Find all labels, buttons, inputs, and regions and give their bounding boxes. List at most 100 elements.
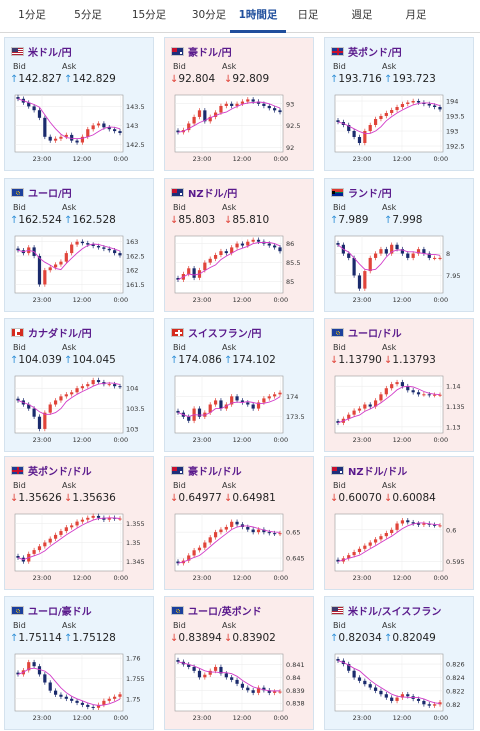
rate-card[interactable]: スイスフラン/円 Bid Ask ↑174.086 ↑174.102 174 173.5 23…	[164, 318, 314, 452]
candle-body	[43, 542, 47, 547]
candle-body	[256, 402, 261, 409]
pair-name[interactable]: NZドル/円	[188, 188, 238, 200]
pair-name[interactable]: ユーロ/円	[28, 188, 72, 200]
pair-name[interactable]: 英ポンド/ドル	[28, 466, 92, 478]
ask-value: 1.75128	[72, 632, 116, 644]
candlestick-chart[interactable]: 8 7.95 23:00 12:00 0:00	[333, 233, 471, 305]
tab-15分足[interactable]: 15分足	[131, 9, 167, 21]
candlestick-chart[interactable]: 0.65 0.645 23:00 12:00 0:00	[173, 511, 311, 583]
candlestick-chart[interactable]: 0.6 0.595 23:00 12:00 0:00	[333, 511, 471, 583]
pair-name[interactable]: 豪ドル/ドル	[188, 466, 242, 478]
moving-average-line	[177, 661, 281, 692]
pair-header[interactable]: ユーロ/円	[11, 185, 72, 200]
bid-value: 0.83894	[178, 632, 222, 644]
candlestick-chart[interactable]: 1.14 1.135 1.13 23:00 12:00 0:00	[333, 373, 471, 445]
candlestick-chart[interactable]: 86 85.5 85 23:00 12:00 0:00	[173, 233, 311, 305]
candle-body	[27, 404, 31, 409]
rate-card[interactable]: カナダドル/円 Bid Ask ↑104.039 ↑104.045 104 103.5 103…	[4, 318, 154, 452]
tab-1時間足[interactable]: 1時間足	[230, 0, 286, 33]
candle-body	[107, 698, 111, 701]
pair-header[interactable]: カナダドル/円	[11, 325, 92, 340]
x-tick-label: 12:00	[393, 436, 412, 444]
rate-card[interactable]: 英ポンド/ドル Bid Ask ↓1.35626 ↓1.35636 1.355 1.35 1.…	[4, 456, 154, 590]
tab-30分足[interactable]: 30分足	[191, 9, 227, 21]
pair-header[interactable]: ユーロ/ドル	[331, 325, 402, 340]
y-tick-label: 103	[126, 425, 138, 433]
rate-card[interactable]: 米ドル/スイスフラン Bid Ask ↑0.82034 ↑0.82049 0.826 0.8…	[324, 596, 474, 730]
candle-body	[357, 548, 362, 552]
candle-body	[27, 102, 31, 107]
candlestick-chart[interactable]: 0.826 0.824 0.822 0.82 23:00 12:00 0:00	[333, 651, 471, 723]
candle-body	[352, 131, 356, 137]
pair-name[interactable]: ユーロ/英ポンド	[188, 606, 262, 618]
ask-value: 0.82049	[392, 632, 436, 644]
candlestick-chart[interactable]: 174 173.5 23:00 12:00 0:00	[173, 373, 311, 445]
au-flag-icon	[171, 465, 184, 475]
pair-header[interactable]: ランド/円	[331, 185, 392, 200]
rate-card[interactable]: 米ドル/円 Bid Ask ↑142.827 ↑142.829 143.5 143 142.5…	[4, 37, 154, 171]
candle-body	[336, 559, 340, 562]
pair-header[interactable]: 米ドル/スイスフラン	[331, 603, 442, 618]
pair-header[interactable]: スイスフラン/円	[171, 325, 262, 340]
rate-card[interactable]: ユーロ/円 Bid Ask ↑162.524 ↑162.528 163 162.5 162 16…	[4, 178, 154, 312]
bid-price: ↑7.989	[330, 214, 368, 226]
candlestick-chart[interactable]: 1.355 1.35 1.345 23:00 12:00 0:00	[13, 511, 151, 583]
pair-header[interactable]: NZドル/円	[171, 185, 238, 200]
candlestick-chart[interactable]: 93 92.5 92 23:00 12:00 0:00	[173, 92, 311, 164]
pair-header[interactable]: 豪ドル/円	[171, 44, 232, 59]
pair-header[interactable]: NZドル/ドル	[331, 463, 408, 478]
candlestick-chart[interactable]: 163 162.5 162 161.5 23:00 12:00 0:00	[13, 233, 151, 305]
pair-header[interactable]: 英ポンド/ドル	[11, 463, 92, 478]
tab-週足[interactable]: 週足	[351, 9, 373, 21]
pair-name[interactable]: NZドル/ドル	[348, 466, 408, 478]
candle-body	[246, 526, 250, 530]
pair-name[interactable]: 英ポンド/円	[348, 47, 402, 59]
pair-header[interactable]: 英ポンド/円	[331, 44, 402, 59]
rate-card[interactable]: ランド/円 Bid Ask ↑7.989 ↑7.998 8 7.95 23:00 12:00 0:…	[324, 178, 474, 312]
rate-card[interactable]: ユーロ/英ポンド Bid Ask ↓0.83894 ↓0.83902 0.841 0.84 0…	[164, 596, 314, 730]
pair-header[interactable]: 米ドル/円	[11, 44, 72, 59]
candle-body	[427, 104, 431, 106]
us-flag-icon	[331, 605, 344, 615]
pair-name[interactable]: ユーロ/ドル	[348, 328, 402, 340]
ask-price: ↓92.809	[224, 73, 269, 85]
pair-name[interactable]: スイスフラン/円	[188, 328, 262, 340]
pair-header[interactable]: 豪ドル/ドル	[171, 463, 242, 478]
pair-name[interactable]: カナダドル/円	[28, 328, 92, 340]
candle-body	[400, 694, 405, 698]
y-tick-label: 0.824	[446, 674, 465, 682]
tab-5分足[interactable]: 5分足	[74, 9, 102, 21]
pair-name[interactable]: 豪ドル/円	[188, 47, 232, 59]
x-tick-label: 0:00	[434, 296, 449, 304]
pair-header[interactable]: ユーロ/豪ドル	[11, 603, 92, 618]
x-tick-label: 0:00	[274, 714, 289, 722]
ask-value: 1.13793	[392, 354, 436, 366]
candlestick-chart[interactable]: 143.5 143 142.5 23:00 12:00 0:00	[13, 92, 151, 164]
rate-card[interactable]: 英ポンド/円 Bid Ask ↑193.716 ↑193.723 194 193.5 193 1…	[324, 37, 474, 171]
tab-月足[interactable]: 月足	[405, 9, 427, 21]
rate-card[interactable]: NZドル/ドル Bid Ask ↓0.60070 ↓0.60084 0.6 0.595 23:…	[324, 456, 474, 590]
candle-body	[379, 249, 383, 254]
pair-header[interactable]: ユーロ/英ポンド	[171, 603, 262, 618]
rate-card[interactable]: NZドル/円 Bid Ask ↓85.803 ↓85.810 86 85.5 85 23:00 1…	[164, 178, 314, 312]
rate-card[interactable]: ユーロ/豪ドル Bid Ask ↑1.75114 ↑1.75128 1.76 1.755 1.…	[4, 596, 154, 730]
tab-1分足[interactable]: 1分足	[18, 9, 46, 21]
rate-card[interactable]: 豪ドル/円 Bid Ask ↓92.804 ↓92.809 93 92.5 92 23:00 12…	[164, 37, 314, 171]
pair-name[interactable]: ユーロ/豪ドル	[28, 606, 92, 618]
rate-card[interactable]: ユーロ/ドル Bid Ask ↓1.13790 ↓1.13793 1.14 1.135 1.1…	[324, 318, 474, 452]
pair-name[interactable]: 米ドル/スイスフラン	[348, 606, 442, 618]
rate-card[interactable]: 豪ドル/ドル Bid Ask ↓0.64977 ↓0.64981 0.65 0.645 23:…	[164, 456, 314, 590]
candlestick-chart[interactable]: 1.76 1.755 1.75 23:00 12:00 0:00	[13, 651, 151, 723]
candlestick-chart[interactable]: 0.841 0.84 0.839 0.838 23:00 12:00 0:00	[173, 651, 311, 723]
y-tick-label: 0.826	[446, 661, 465, 669]
candlestick-chart[interactable]: 104 103.5 103 23:00 12:00 0:00	[13, 373, 151, 445]
pair-name[interactable]: ランド/円	[348, 188, 392, 200]
candle-body	[235, 679, 239, 684]
candle-body	[59, 396, 63, 401]
pair-name[interactable]: 米ドル/円	[28, 47, 72, 59]
bid-label: Bid	[173, 62, 186, 71]
tab-日足[interactable]: 日足	[297, 9, 319, 21]
down-arrow-icon: ↓	[330, 355, 339, 366]
candlestick-chart[interactable]: 194 193.5 193 192.5 23:00 12:00 0:00	[333, 92, 471, 164]
ask-label: Ask	[222, 621, 237, 630]
